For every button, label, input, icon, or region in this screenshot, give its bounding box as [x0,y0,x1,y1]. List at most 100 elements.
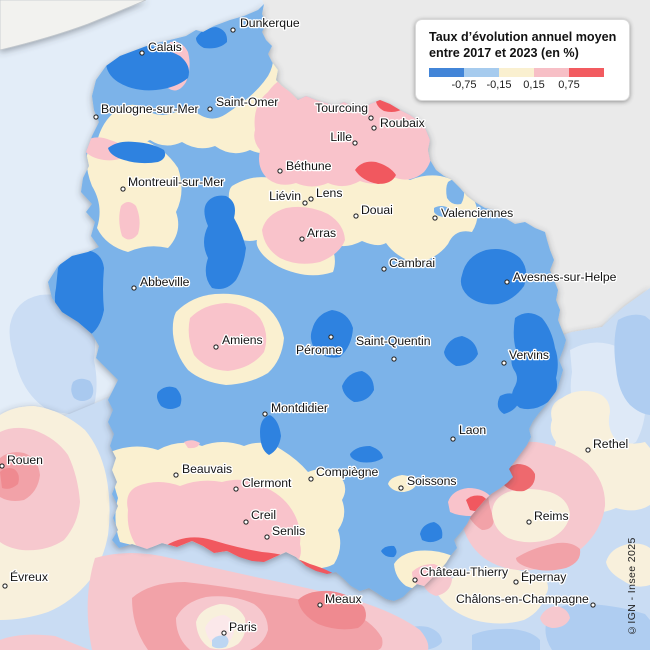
city-label: Lille [330,130,352,144]
city-label: Saint-Omer [216,95,278,109]
city-marker-group: Lille [329,129,358,146]
city-label: Calais [148,40,182,54]
legend-color-scale [429,68,604,77]
city-marker-group: Beauvais [173,461,233,478]
city-dot [213,344,219,350]
legend-ticks: -0,75 -0,15 0,15 0,75 [429,79,604,93]
city-label: Arras [307,226,336,240]
city-label: Cambrai [389,256,435,270]
city-dot [207,106,213,112]
city-dot [328,334,334,340]
legend-tick: 0,75 [558,79,580,91]
city-dot [353,213,359,219]
city-dot [221,630,227,636]
city-marker-group: Senlis [264,523,307,540]
city-dot [262,411,268,417]
legend-color-segment [429,68,464,77]
city-label: Béthune [286,159,332,173]
legend-color-segment [464,68,499,77]
city-dot [585,447,591,453]
city-marker-group: Arras [299,225,337,242]
city-label: Rethel [593,437,628,451]
copyright-credit: ©IGN - Insee 2025 [626,537,638,636]
bay-blue-blob [71,378,94,401]
city-label: Creil [251,508,276,522]
city-label: Soissons [407,474,456,488]
city-marker-group: Laon [450,422,487,442]
city-marker-group: Meaux [317,591,363,608]
city-label: Lens [316,186,342,200]
city-marker-group: Avesnes-sur-Helpe [504,269,618,285]
city-marker-group: Reims [526,508,570,525]
city-dot [302,200,308,206]
city-dot [299,236,305,242]
city-dot [501,360,507,366]
city-label: Roubaix [380,116,425,130]
city-dot [391,356,397,362]
city-label: Châlons-en-Champagne [456,592,589,606]
city-dot [131,285,137,291]
city-label: Montdidier [271,401,328,415]
city-marker-group: Tourcoing [314,100,374,121]
legend: Taux d’évolution annuel moyen entre 2017… [415,19,631,101]
city-marker-group: Montreuil-sur-Mer [120,174,225,192]
cities-layer: Dunkerque Calais Boulogne-sur-Mer Saint-Ome… [0,15,630,636]
city-marker-group: Évreux [2,568,49,589]
city-label: Reims [534,509,569,523]
city-marker-group: Châlons-en-Champagne [455,591,596,608]
city-label: Laon [459,423,486,437]
city-marker-group: Valenciennes [432,205,515,221]
city-label: Beauvais [182,462,232,476]
city-marker-group: Soissons [398,473,458,491]
city-dot [233,486,239,492]
city-label: Évreux [10,569,48,584]
legend-title-line1: Taux d’évolution annuel moyen [429,30,617,44]
city-marker-group: Saint-Quentin [355,333,432,362]
city-label: Vervins [509,348,549,362]
city-marker-group: Creil [243,507,277,525]
city-dot [317,602,323,608]
city-marker-group: Cambrai [381,255,436,272]
city-dot [513,579,519,585]
city-dot [264,534,270,540]
city-marker-group: Douai [353,202,394,219]
city-dot [230,27,236,33]
city-label: Boulogne-sur-Mer [101,102,199,116]
legend-title-line2: entre 2017 et 2023 (en %) [429,46,579,60]
city-dot [139,50,145,56]
city-dot [504,279,510,285]
city-dot [308,196,314,202]
city-label: Péronne [296,343,342,357]
city-dot [2,583,8,589]
city-marker-group: Péronne [295,334,344,358]
legend-color-segment [569,68,604,77]
city-marker-group: Château-Thierry [412,564,510,583]
england-coast [0,0,147,51]
city-label: Saint-Quentin [356,334,431,348]
city-dot [432,215,438,221]
city-dot [381,266,387,272]
city-dot [450,436,456,442]
city-label: Clermont [242,476,292,490]
city-label: Douai [361,203,393,217]
city-marker-group: Liévin [268,188,308,206]
city-marker-group: Lens [308,185,344,202]
legend-color-segment [499,68,534,77]
city-dot [0,463,5,469]
city-dot [412,577,418,583]
city-marker-group: Dunkerque [230,15,301,33]
legend-tick: 0,15 [523,79,545,91]
city-dot [590,602,596,608]
city-dot [173,472,179,478]
city-marker-group: Rethel [585,436,630,453]
city-label: Abbeville [140,275,190,289]
city-label: Montreuil-sur-Mer [128,175,224,189]
city-label: Tourcoing [315,101,368,115]
city-marker-group: Paris [221,619,258,636]
city-label: Dunkerque [240,16,300,30]
city-label: Senlis [272,524,305,538]
city-dot [93,114,99,120]
city-label: Compiègne [316,465,379,479]
